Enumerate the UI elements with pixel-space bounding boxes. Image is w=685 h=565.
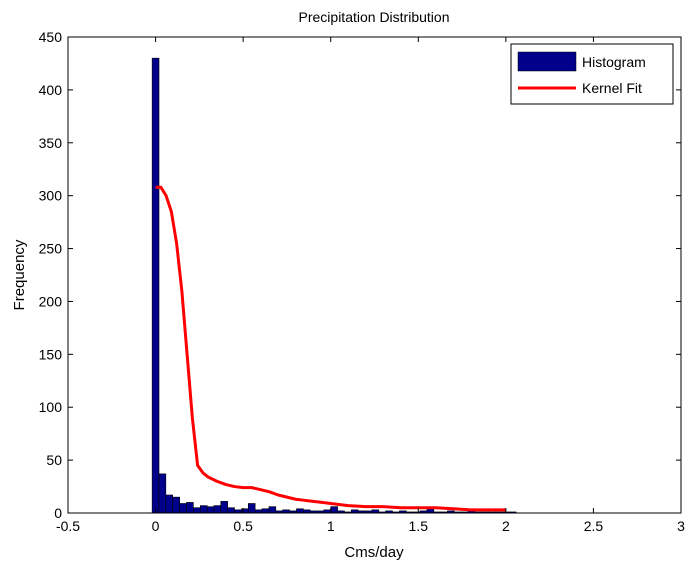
histogram-bar — [165, 494, 173, 514]
kernel-fit-line — [155, 185, 506, 512]
kernel-fit-series — [155, 185, 506, 512]
plot-area — [68, 37, 681, 513]
legend-swatch-histogram — [517, 51, 577, 72]
chart-title: Precipitation Distribution — [299, 9, 450, 25]
x-tick-label: 2.5 — [584, 518, 604, 534]
x-axis-label: Cms/day — [344, 544, 404, 561]
y-tick-label: 350 — [39, 135, 63, 151]
x-tick-label: 2 — [502, 518, 510, 534]
histogram-bar — [227, 507, 235, 514]
histogram-bar — [261, 508, 270, 514]
y-axis-label: Frequency — [11, 239, 28, 310]
histogram-bar — [179, 503, 187, 514]
histogram-bar — [330, 506, 338, 514]
plot-frame — [67, 36, 682, 514]
y-tick-label: 0 — [54, 505, 62, 521]
y-tick-label: 450 — [39, 29, 63, 45]
histogram-bar — [247, 503, 256, 514]
histogram-bar — [158, 473, 167, 514]
x-tick-label: 1.5 — [409, 518, 429, 534]
histogram-bar — [241, 508, 249, 514]
y-tick-label: 300 — [39, 188, 63, 204]
x-tick-label: 0 — [152, 518, 160, 534]
y-tick-label: 400 — [39, 82, 63, 98]
histogram-bar — [200, 505, 208, 514]
x-tick-label: 1 — [327, 518, 335, 534]
histogram-bar — [220, 501, 228, 514]
legend-label-histogram: Histogram — [582, 54, 646, 70]
y-tick-label: 150 — [39, 346, 63, 362]
legend: Histogram Kernel Fit — [510, 43, 674, 105]
y-tick-label: 250 — [39, 241, 63, 257]
y-axis: 0 50 100 150 200 250 300 350 400 450 — [39, 29, 681, 521]
histogram-bar — [151, 57, 160, 514]
x-tick-label: 3 — [677, 518, 685, 534]
x-tick-label: -0.5 — [56, 518, 80, 534]
histogram-bar — [206, 506, 215, 514]
histogram-bar — [192, 507, 201, 514]
x-axis: -0.5 0 0.5 1 1.5 2 2.5 3 — [56, 37, 685, 534]
histogram-bar — [296, 508, 304, 514]
x-tick-label: 0.5 — [233, 518, 253, 534]
histogram-bar — [268, 506, 277, 514]
y-tick-label: 200 — [39, 293, 63, 309]
histogram-bar — [172, 496, 180, 514]
y-tick-label: 50 — [46, 452, 62, 468]
legend-label-kernel-fit: Kernel Fit — [582, 80, 642, 96]
histogram-bar — [213, 505, 222, 514]
histogram-bar — [186, 502, 194, 514]
y-tick-label: 100 — [39, 399, 63, 415]
